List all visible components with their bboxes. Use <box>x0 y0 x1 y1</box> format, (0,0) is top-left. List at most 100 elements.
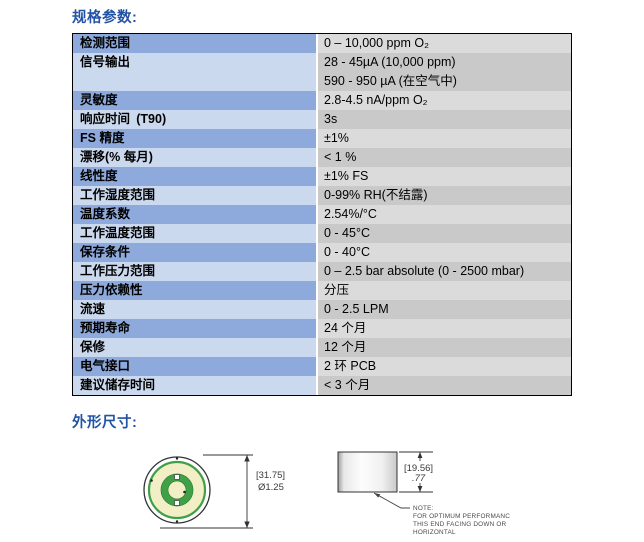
spec-label-cell: 建议储存时间 <box>73 376 318 395</box>
sensor-face-disc <box>147 460 207 520</box>
spec-row: 线性度 ±1% FS <box>73 167 571 186</box>
spec-value-line: ±1% <box>324 131 349 145</box>
spec-row: 电气接口 2 环 PCB <box>73 357 571 376</box>
spec-label-cell: 信号输出 <box>73 53 318 91</box>
spec-row: 建议储存时间 < 3 个月 <box>73 376 571 395</box>
spec-value-cell: 0 – 10,000 ppm O₂ <box>318 34 571 53</box>
sensor-pin-dot-left <box>150 479 153 482</box>
diameter-arrow-top <box>244 455 250 462</box>
spec-label-cell: FS 精度 <box>73 129 318 148</box>
spec-value-line: 28 - 45µA (10,000 ppm) <box>324 55 456 69</box>
spec-value-cell: 分压 <box>318 281 571 300</box>
spec-parameters-heading: 规格参数: <box>72 10 138 26</box>
spec-value-cell: 0 – 2.5 bar absolute (0 - 2500 mbar) <box>318 262 571 281</box>
note-leader-line <box>373 492 410 509</box>
spec-row: 温度系数 2.54%/°C <box>73 205 571 224</box>
spec-value-line: 0 – 2.5 bar absolute (0 - 2500 mbar) <box>324 264 525 278</box>
spec-value-line: 2 环 PCB <box>324 359 377 373</box>
sensor-side-view <box>337 451 398 493</box>
spec-value-cell: 2.8-4.5 nA/ppm O₂ <box>318 91 571 110</box>
spec-label-cell: 压力依赖性 <box>73 281 318 300</box>
sensor-pin-dot-center <box>183 490 186 494</box>
spec-value-cell: < 1 % <box>318 148 571 167</box>
sensor-screw-bottom <box>174 500 180 506</box>
height-arrow-top <box>417 452 423 458</box>
spec-row: 压力依赖性 分压 <box>73 281 571 300</box>
spec-value-line: 24 个月 <box>324 321 367 335</box>
spec-value-cell: 0 - 40°C <box>318 243 571 262</box>
height-dim-value-label: .77 <box>412 473 426 484</box>
spec-value-cell: 24 个月 <box>318 319 571 338</box>
diameter-dim-value-label: Ø1.25 <box>258 482 284 493</box>
spec-label-cell: 灵敏度 <box>73 91 318 110</box>
sensor-pin-dot-bottom <box>175 520 179 523</box>
sensor-screw-top <box>174 474 180 480</box>
height-arrow-bottom <box>417 486 423 492</box>
spec-label-cell: 保存条件 <box>73 243 318 262</box>
spec-value-line: 3s <box>324 112 338 126</box>
spec-value-line: 0 - 2.5 LPM <box>324 302 389 316</box>
spec-value-line: < 3 个月 <box>324 378 371 392</box>
note-text-line3: THIS END FACING DOWN OR <box>413 521 507 528</box>
spec-row: FS 精度 ±1% <box>73 129 571 148</box>
note-leader-arrow <box>374 493 381 498</box>
spec-value-cell: ±1% <box>318 129 571 148</box>
note-text-line4: HORIZONTAL <box>413 529 456 536</box>
height-dim-bracket-label: [19.56] <box>404 463 433 474</box>
spec-row: 预期寿命 24 个月 <box>73 319 571 338</box>
spec-value-line: 12 个月 <box>324 340 367 354</box>
spec-row: 流速 0 - 2.5 LPM <box>73 300 571 319</box>
spec-label-cell: 电气接口 <box>73 357 318 376</box>
spec-value-line: 2.54%/°C <box>324 207 377 221</box>
spec-value-cell: 0-99% RH(不结露) <box>318 186 571 205</box>
spec-table: 检测范围 0 – 10,000 ppm O₂ 信号输出 28 - 45µA (10,0… <box>72 33 572 396</box>
spec-label-cell: 保修 <box>73 338 318 357</box>
spec-value-line: 2.8-4.5 nA/ppm O₂ <box>324 93 428 107</box>
note-text-line2: FOR OPTIMUM PERFORMANC <box>413 513 510 520</box>
spec-row: 信号输出 28 - 45µA (10,000 ppm) 590 - 950 µA (… <box>73 53 571 91</box>
note-text-line1: NOTE: <box>413 505 434 512</box>
spec-label-cell: 工作温度范围 <box>73 224 318 243</box>
spec-value-line: < 1 % <box>324 150 357 164</box>
height-dimension <box>399 451 433 493</box>
spec-label-cell: 工作湿度范围 <box>73 186 318 205</box>
sensor-pin-dot-top <box>175 457 179 460</box>
diameter-dimension <box>160 454 253 529</box>
spec-label-cell: 流速 <box>73 300 318 319</box>
spec-row: 灵敏度 2.8-4.5 nA/ppm O₂ <box>73 91 571 110</box>
spec-value-line: 590 - 950 µA (在空气中) <box>324 74 457 88</box>
spec-label-cell: 线性度 <box>73 167 318 186</box>
spec-value-cell: 3s <box>318 110 571 129</box>
spec-value-cell: 0 - 2.5 LPM <box>318 300 571 319</box>
spec-row: 检测范围 0 – 10,000 ppm O₂ <box>73 34 571 53</box>
spec-label-cell: 预期寿命 <box>73 319 318 338</box>
spec-row: 保修 12 个月 <box>73 338 571 357</box>
spec-row: 工作温度范围 0 - 45°C <box>73 224 571 243</box>
sensor-center-ring-outline-outer <box>160 473 194 507</box>
spec-value-line: 0 – 10,000 ppm O₂ <box>324 36 429 50</box>
spec-label-cell: 响应时间 (T90) <box>73 110 318 129</box>
spec-value-cell: ±1% FS <box>318 167 571 186</box>
spec-value-cell: 12 个月 <box>318 338 571 357</box>
spec-row: 工作压力范围 0 – 2.5 bar absolute (0 - 2500 mba… <box>73 262 571 281</box>
spec-row: 漂移(% 每月) < 1 % <box>73 148 571 167</box>
spec-value-line: 0 - 40°C <box>324 245 370 259</box>
spec-value-line: 分压 <box>324 283 350 297</box>
spec-value-line: 0 - 45°C <box>324 226 370 240</box>
spec-label-cell: 温度系数 <box>73 205 318 224</box>
sensor-top-view <box>143 456 211 524</box>
spec-value-line: ±1% FS <box>324 169 369 183</box>
spec-value-cell: 28 - 45µA (10,000 ppm) 590 - 950 µA (在空气中… <box>318 53 571 91</box>
spec-label-cell: 漂移(% 每月) <box>73 148 318 167</box>
dimension-drawing: [31.75] Ø1.25 [19.56] .77 NOTE <box>143 451 510 536</box>
dimensions-heading: 外形尺寸: <box>72 415 138 431</box>
spec-row: 响应时间 (T90) 3s <box>73 110 571 129</box>
spec-value-cell: 0 - 45°C <box>318 224 571 243</box>
spec-row: 保存条件 0 - 40°C <box>73 243 571 262</box>
spec-value-cell: < 3 个月 <box>318 376 571 395</box>
diameter-dim-bracket-label: [31.75] <box>256 470 285 481</box>
sensor-center-ring-outline-inner <box>167 480 187 500</box>
spec-value-cell: 2 环 PCB <box>318 357 571 376</box>
spec-label-cell: 检测范围 <box>73 34 318 53</box>
